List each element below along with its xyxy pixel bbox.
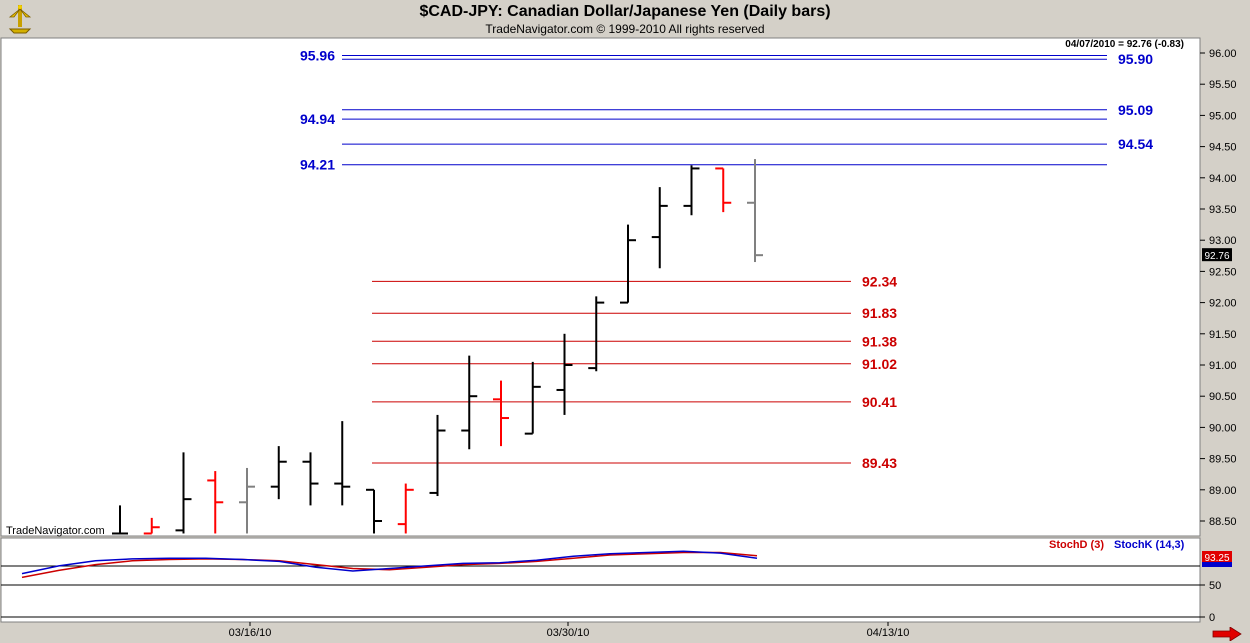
price-bar bbox=[175, 452, 192, 534]
price-bar bbox=[207, 471, 224, 534]
support-label: 89.43 bbox=[862, 455, 897, 471]
resistance-label: 95.96 bbox=[300, 47, 335, 63]
price-bar bbox=[683, 165, 700, 216]
x-axis-date-label: 04/13/10 bbox=[867, 627, 910, 639]
y-axis-tick-label: 89.50 bbox=[1209, 454, 1237, 466]
price-bar bbox=[493, 380, 509, 447]
y-axis-tick-label: 95.00 bbox=[1209, 110, 1237, 122]
price-bar bbox=[334, 421, 351, 506]
quote-label: 04/07/2010 = 92.76 (-0.83) bbox=[1065, 39, 1184, 50]
price-bar bbox=[239, 467, 255, 534]
y-axis-tick-label: 93.00 bbox=[1209, 235, 1237, 247]
stochastic-axis-label: 50 bbox=[1209, 580, 1221, 592]
resistance-label: 95.09 bbox=[1118, 102, 1153, 118]
support-label: 91.38 bbox=[862, 333, 897, 349]
stoch-d-legend: StochD (3) bbox=[1049, 539, 1104, 551]
price-bar bbox=[556, 333, 573, 415]
y-axis-tick-label: 88.50 bbox=[1209, 516, 1237, 528]
price-bar bbox=[143, 517, 160, 535]
price-bar bbox=[397, 483, 414, 534]
stochastic-axis-label: 0 bbox=[1209, 612, 1215, 624]
price-bar bbox=[747, 159, 763, 263]
y-axis-tick-label: 90.50 bbox=[1209, 391, 1237, 403]
stoch-d-line bbox=[21, 551, 758, 579]
y-axis-tick-label: 89.00 bbox=[1209, 485, 1237, 497]
chart-header: $CAD-JPY: Canadian Dollar/Japanese Yen (… bbox=[0, 0, 1250, 37]
price-panel bbox=[0, 37, 1201, 537]
resistance-label: 94.94 bbox=[300, 111, 335, 127]
resistance-label: 94.54 bbox=[1118, 136, 1153, 152]
support-label: 91.02 bbox=[862, 356, 897, 372]
stochastic-panel bbox=[0, 537, 1201, 623]
scroll-right-arrow-icon[interactable] bbox=[1212, 627, 1242, 641]
price-bar bbox=[270, 446, 287, 500]
y-axis-tick-label: 92.50 bbox=[1209, 266, 1237, 278]
support-label: 91.83 bbox=[862, 305, 897, 321]
resistance-label: 95.90 bbox=[1118, 51, 1153, 67]
y-axis-tick-label: 96.00 bbox=[1209, 48, 1237, 60]
price-bar bbox=[302, 452, 319, 506]
resistance-label: 94.21 bbox=[300, 157, 335, 173]
price-bar bbox=[651, 187, 668, 269]
support-label: 92.34 bbox=[862, 273, 897, 289]
price-bar bbox=[429, 414, 446, 497]
stoch-last-value-box bbox=[1202, 551, 1232, 562]
price-bar bbox=[620, 224, 636, 304]
support-label: 90.41 bbox=[862, 394, 897, 410]
price-bar bbox=[715, 167, 732, 213]
y-axis-tick-label: 91.00 bbox=[1209, 360, 1237, 372]
price-bar bbox=[588, 296, 605, 372]
trade-navigator-logo-icon[interactable] bbox=[4, 3, 36, 35]
y-axis-tick-label: 93.50 bbox=[1209, 204, 1237, 216]
x-axis-date-label: 03/30/10 bbox=[547, 627, 590, 639]
y-axis-tick-label: 95.50 bbox=[1209, 79, 1237, 91]
y-axis-tick-label: 91.50 bbox=[1209, 329, 1237, 341]
price-bar bbox=[366, 488, 382, 534]
chart-subtitle: TradeNavigator.com © 1999-2010 All right… bbox=[485, 22, 765, 36]
stoch-last-value-box-k bbox=[1202, 562, 1232, 567]
last-price-box bbox=[1202, 248, 1232, 262]
stoch-k-legend: StochK (14,3) bbox=[1114, 539, 1185, 551]
y-axis-tick-label: 94.50 bbox=[1209, 142, 1237, 154]
last-price-label: 92.76 bbox=[1204, 251, 1229, 262]
chart-title: $CAD-JPY: Canadian Dollar/Japanese Yen (… bbox=[419, 3, 831, 20]
stoch-k-line bbox=[21, 550, 758, 575]
y-axis-tick-label: 92.00 bbox=[1209, 298, 1237, 310]
y-axis-tick-label: 94.00 bbox=[1209, 173, 1237, 185]
x-axis-date-label: 03/16/10 bbox=[229, 627, 272, 639]
price-bar bbox=[524, 361, 541, 435]
price-bar bbox=[461, 355, 478, 450]
price-bar bbox=[112, 505, 128, 535]
y-axis-tick-label: 90.00 bbox=[1209, 422, 1237, 434]
stoch-last-value-label: 93.25 bbox=[1204, 553, 1229, 564]
watermark-label: TradeNavigator.com bbox=[6, 525, 105, 537]
